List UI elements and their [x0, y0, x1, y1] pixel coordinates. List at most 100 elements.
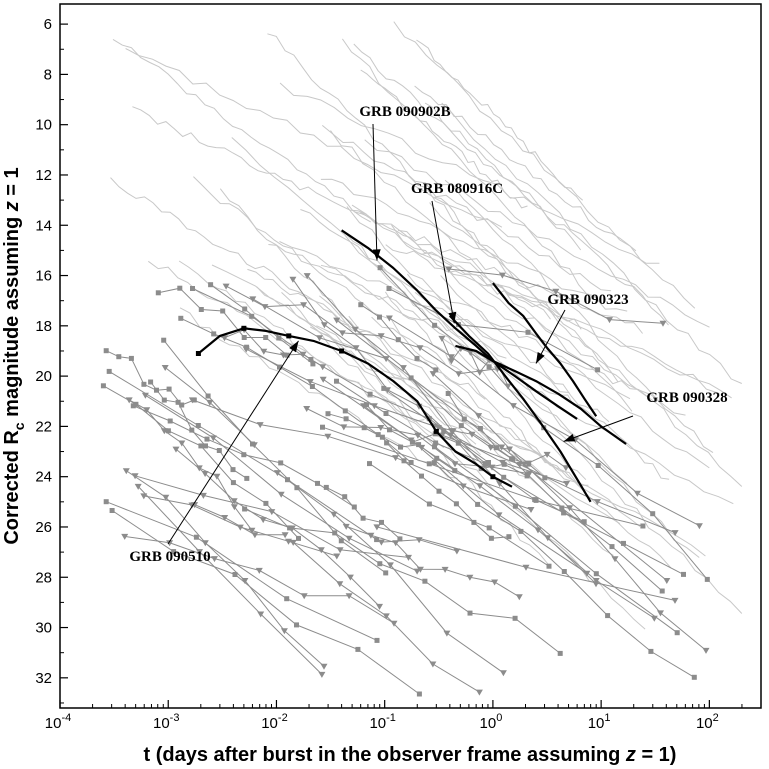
- faint-afterglow-line: [163, 339, 386, 574]
- grb-080916c-label: GRB 080916C: [411, 181, 503, 197]
- upper-limit-marker: [487, 444, 495, 451]
- detection-marker: [204, 436, 210, 442]
- y-tick-label: 24: [35, 469, 52, 486]
- detection-marker: [381, 385, 387, 391]
- upper-limit-marker: [449, 428, 457, 435]
- detection-marker: [205, 393, 211, 399]
- upper-limit-marker: [447, 432, 455, 439]
- detection-marker: [334, 378, 339, 384]
- upper-limit-marker: [333, 553, 341, 560]
- detection-marker: [244, 475, 250, 481]
- faint-afterglow-line: [224, 329, 323, 368]
- detection-marker: [130, 403, 136, 409]
- upper-limit-marker: [255, 567, 263, 574]
- upper-limit-marker: [522, 564, 530, 571]
- detection-marker: [506, 534, 512, 540]
- upper-limit-marker: [499, 459, 506, 466]
- background-afterglow-line: [321, 125, 612, 292]
- detection-marker: [320, 424, 325, 430]
- upper-limit-marker: [345, 535, 353, 542]
- faint-afterglow-line: [389, 317, 700, 527]
- upper-limit-marker: [414, 432, 422, 439]
- faint-afterglow-line: [322, 378, 588, 574]
- detection-marker: [203, 443, 208, 449]
- upper-limit-marker: [659, 320, 667, 327]
- upper-limit-marker: [382, 356, 390, 363]
- faint-afterglow-line: [346, 525, 520, 598]
- upper-limit-marker: [476, 369, 484, 376]
- background-afterglow-line: [385, 244, 582, 330]
- detection-marker: [486, 364, 492, 370]
- faint-afterglow-line: [145, 394, 418, 572]
- detection-marker: [309, 384, 315, 389]
- detection-marker: [220, 308, 226, 314]
- detection-marker: [691, 674, 697, 680]
- detection-marker: [342, 494, 348, 500]
- detection-marker: [208, 282, 214, 288]
- y-tick-label: 12: [35, 167, 52, 184]
- detection-marker: [263, 335, 269, 340]
- upper-limit-marker: [447, 358, 455, 365]
- faint-afterglow-line: [245, 348, 567, 484]
- upper-limit-marker: [386, 562, 394, 569]
- upper-limit-marker: [345, 593, 353, 600]
- background-afterglow-line: [320, 178, 628, 312]
- detection-marker: [276, 335, 282, 341]
- upper-limit-marker: [121, 533, 129, 540]
- y-tick-label: 22: [35, 418, 52, 435]
- upper-limit-marker: [162, 494, 170, 501]
- detection-marker: [284, 596, 290, 602]
- background-afterglow-line: [256, 286, 477, 445]
- detection-marker: [178, 315, 184, 321]
- upper-limit-marker: [211, 556, 218, 563]
- background-afterglow-line: [112, 38, 371, 223]
- y-tick-label: 14: [35, 217, 52, 234]
- detection-marker: [355, 646, 361, 652]
- background-afterglow-line: [351, 204, 720, 394]
- upper-limit-marker: [488, 464, 496, 471]
- detection-marker: [621, 540, 626, 546]
- upper-limit-marker: [196, 549, 203, 556]
- upper-limit-marker: [633, 490, 641, 497]
- upper-limit-marker: [415, 537, 423, 544]
- detection-marker: [241, 452, 247, 458]
- upper-limit-marker: [373, 524, 381, 531]
- x-tick-label: 10-3: [153, 712, 179, 732]
- detection-marker: [559, 505, 565, 511]
- detection-marker: [659, 588, 665, 594]
- detection-marker: [432, 444, 437, 450]
- detection-marker: [198, 307, 204, 312]
- detection-marker: [323, 484, 329, 490]
- background-afterglow-line: [441, 102, 742, 384]
- upper-limit-marker: [392, 455, 400, 462]
- faint-afterglow-line: [369, 463, 550, 567]
- detection-marker: [377, 561, 383, 567]
- detection-marker: [414, 355, 420, 361]
- detection-marker: [232, 572, 238, 577]
- detection-marker: [284, 352, 290, 358]
- upper-limit-marker: [188, 397, 196, 404]
- upper-limit-marker: [496, 481, 504, 488]
- detection-marker: [379, 519, 384, 525]
- detection-marker: [524, 473, 530, 479]
- detection-marker: [141, 381, 147, 387]
- upper-limit-marker: [475, 413, 483, 420]
- grb-090510-marker: [339, 348, 345, 354]
- faint-afterglow-line: [366, 404, 528, 477]
- upper-limit-marker: [377, 425, 385, 431]
- detection-marker: [325, 411, 331, 417]
- upper-limit-marker: [524, 460, 532, 467]
- axis-ticks: 10-4 10-3 10-2 10-1 100 101 102 6 8 10 12 14 16 18 20 2…: [35, 16, 762, 732]
- faint-afterglow-line: [434, 446, 678, 634]
- background-afterglow-line: [416, 39, 584, 201]
- detection-marker: [103, 499, 109, 505]
- background-afterglow-line: [440, 275, 670, 480]
- detection-marker: [133, 401, 139, 407]
- detection-marker: [358, 302, 364, 308]
- y-tick-label: 6: [44, 16, 52, 33]
- background-afterglow-line: [360, 211, 686, 416]
- detection-marker: [395, 337, 401, 343]
- upper-limit-marker: [476, 483, 484, 490]
- detection-marker: [452, 468, 458, 474]
